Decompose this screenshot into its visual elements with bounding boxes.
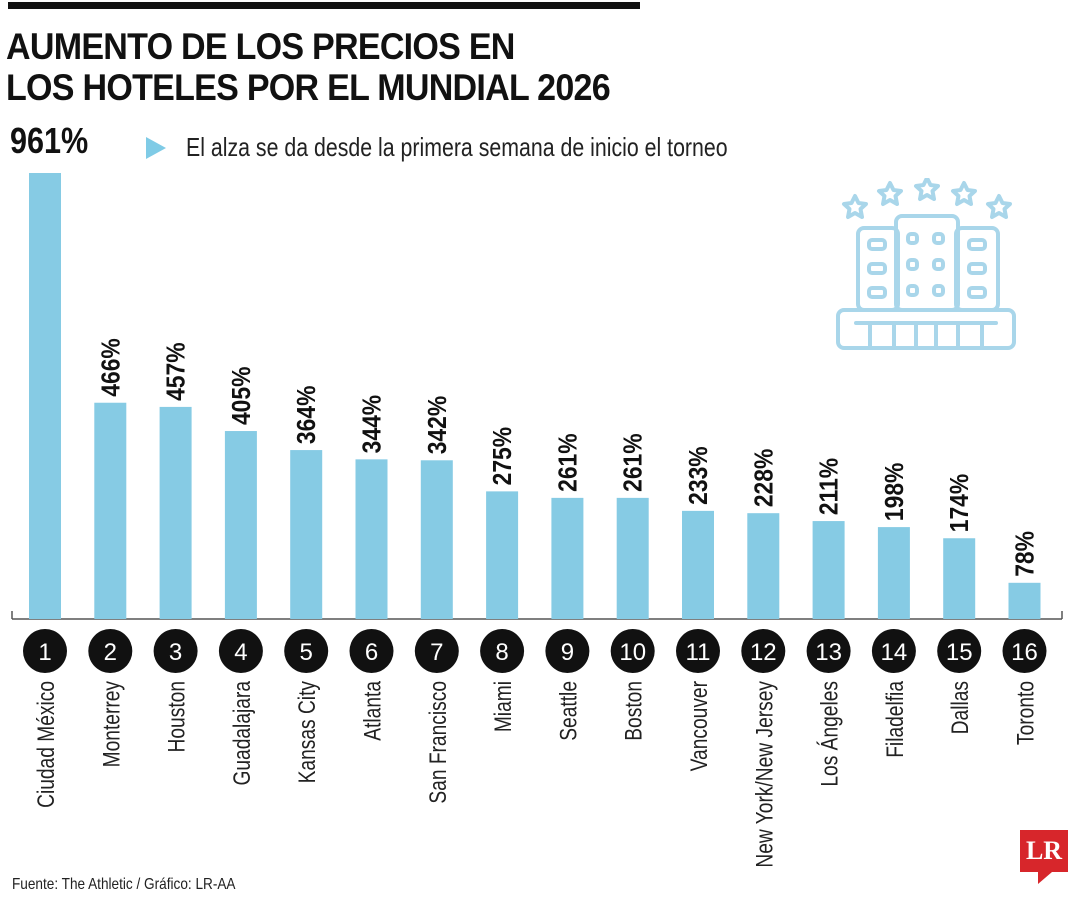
rank-number: 13 <box>815 639 842 666</box>
rank-number: 2 <box>104 639 117 666</box>
value-label: 198% <box>881 462 910 521</box>
rank-number: 8 <box>495 639 508 666</box>
rank-badge <box>414 629 459 673</box>
rank-number: 16 <box>1011 639 1038 666</box>
category-label: Seattle <box>554 681 582 741</box>
rank-badge <box>153 629 198 673</box>
category-label: Filadelfia <box>881 680 909 758</box>
value-label: 466% <box>97 338 126 397</box>
rank-number: 7 <box>430 639 443 666</box>
lr-logo: LR <box>1020 830 1068 884</box>
category-label: Houston <box>163 681 191 752</box>
category-label: Vancouver <box>685 681 713 771</box>
bar <box>29 173 61 619</box>
title-line-1: AUMENTO DE LOS PRECIOS EN <box>6 26 515 67</box>
category-label: Dallas <box>946 681 974 734</box>
value-label: 405% <box>228 366 257 425</box>
bar <box>747 513 780 619</box>
value-label: 228% <box>750 448 779 507</box>
value-label: 364% <box>293 385 322 444</box>
category-label: New York/New Jersey <box>750 681 778 868</box>
rank-badge <box>610 629 655 673</box>
bar <box>224 431 257 619</box>
category-label: Ciudad México <box>32 681 60 808</box>
bar <box>682 510 714 619</box>
category-label: Guadalajara <box>228 680 256 785</box>
bar <box>943 538 976 619</box>
value-label: 342% <box>424 396 453 455</box>
rank-badge <box>545 629 590 673</box>
title-line-2: LOS HOTELES POR EL MUNDIAL 2026 <box>6 67 611 108</box>
category-label: Kansas City <box>293 681 321 783</box>
rank-number: 1 <box>38 639 51 666</box>
rank-badge <box>676 629 720 673</box>
rank-number: 11 <box>686 639 711 666</box>
rank-badge <box>741 629 786 673</box>
rank-number: 3 <box>169 639 182 666</box>
rank-badge <box>871 629 916 673</box>
category-label: Los Ángeles <box>816 681 844 787</box>
rank-badge <box>284 629 329 673</box>
value-label: 211% <box>815 458 844 515</box>
rank-badge <box>349 629 394 673</box>
bar <box>877 527 910 619</box>
bar <box>355 459 388 619</box>
rank-number: 4 <box>234 639 247 666</box>
bar <box>616 497 649 619</box>
rank-number: 5 <box>300 639 313 666</box>
value-label: 261% <box>619 433 648 492</box>
category-label: Miami <box>489 681 517 732</box>
value-label: 457% <box>162 342 191 401</box>
value-label: 233% <box>685 446 714 505</box>
value-label: 961% <box>10 122 88 162</box>
bar <box>94 402 127 619</box>
bar <box>551 497 584 619</box>
triangle-arrow-icon <box>146 136 166 159</box>
rank-badge <box>806 629 851 673</box>
chart-note: El alza se da desde la primera semana de… <box>146 132 847 163</box>
bar <box>486 491 519 619</box>
category-label: Boston <box>620 681 648 741</box>
category-label: Toronto <box>1011 681 1039 745</box>
bar <box>159 406 192 619</box>
top-rule <box>8 2 640 9</box>
rank-badge <box>88 629 133 673</box>
bar <box>1008 582 1041 619</box>
value-label: 261% <box>554 433 583 492</box>
rank-number: 15 <box>946 639 973 666</box>
value-label: 78% <box>1011 531 1040 577</box>
rank-badge <box>1002 629 1047 673</box>
bar <box>290 450 323 619</box>
rank-badge <box>218 629 263 673</box>
chart-title: AUMENTO DE LOS PRECIOS EN LOS HOTELES PO… <box>6 26 611 108</box>
rank-number: 12 <box>750 639 777 666</box>
rank-number: 9 <box>561 639 574 666</box>
category-label: San Francisco <box>424 681 452 804</box>
note-text: El alza se da desde la primera semana de… <box>186 132 728 162</box>
value-label: 344% <box>358 395 387 454</box>
rank-number: 6 <box>365 639 378 666</box>
rank-badge <box>937 629 982 673</box>
hotel-five-stars-icon <box>836 178 1016 350</box>
category-label: Atlanta <box>358 680 386 741</box>
bar <box>420 460 453 619</box>
rank-badge <box>23 629 67 673</box>
source-footer: Fuente: The Athletic / Gráfico: LR-AA <box>12 876 236 893</box>
bar <box>812 521 845 619</box>
rank-badge <box>480 629 525 673</box>
rank-number: 10 <box>619 639 646 666</box>
value-label: 275% <box>489 427 518 486</box>
value-label: 174% <box>946 474 975 533</box>
rank-number: 14 <box>881 639 908 666</box>
category-label: Monterrey <box>97 681 125 767</box>
